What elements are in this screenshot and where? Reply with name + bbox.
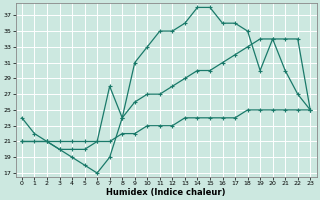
X-axis label: Humidex (Indice chaleur): Humidex (Indice chaleur) — [106, 188, 226, 197]
